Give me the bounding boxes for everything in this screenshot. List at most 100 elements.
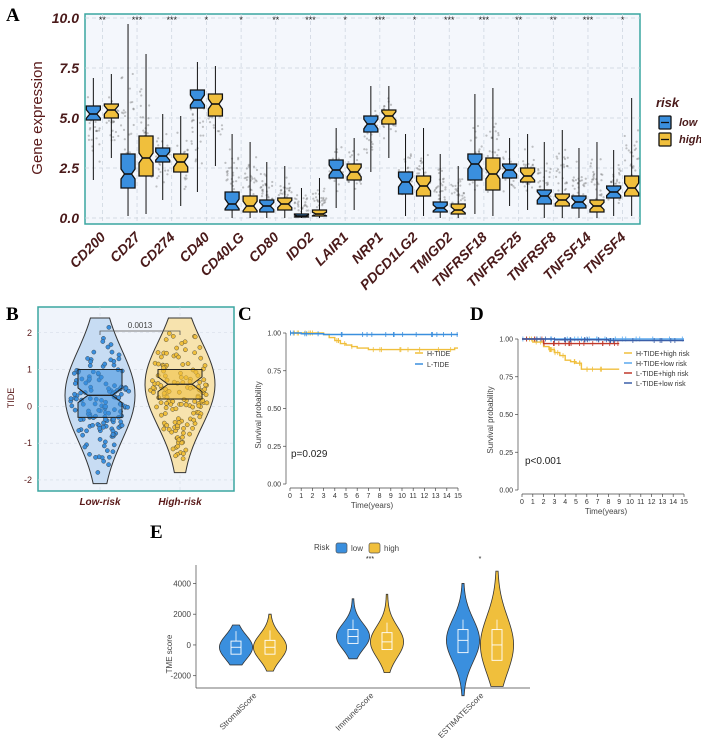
panel-a-point: [441, 184, 444, 187]
panel-a-point: [636, 157, 639, 161]
panel-a-point: [495, 137, 499, 141]
panel-a-point: [564, 182, 567, 185]
panel-a-point: [314, 192, 317, 195]
panel-a-point: [629, 151, 632, 154]
panel-b-point: [95, 470, 101, 475]
panel-a-point: [574, 178, 578, 182]
panel-a-point: [531, 145, 534, 148]
panel-a-box-high-cd40lg: [242, 195, 258, 213]
panel-a-point: [305, 198, 308, 201]
panel-e-legend-swatch-low: [335, 542, 348, 554]
panel-a-point: [322, 198, 325, 201]
panel-b-point: [163, 337, 169, 342]
panel-b-point: [191, 410, 196, 416]
panel-a-point: [124, 111, 127, 114]
panel-b-y-tick: 0: [27, 401, 32, 411]
panel-a-box-low-tnfrsf25: [501, 163, 518, 179]
panel-a-significance-mark: **: [272, 15, 280, 25]
panel-a-point: [182, 151, 185, 154]
panel-a-point: [488, 150, 491, 153]
panel-a-point: [224, 161, 227, 164]
panel-a-point: [537, 169, 540, 172]
panel-a-point: [216, 130, 219, 133]
panel-a-point: [155, 140, 159, 143]
panel-a-point: [183, 187, 186, 191]
panel-a-point: [87, 134, 90, 137]
panel-a-point: [226, 174, 229, 177]
panel-a-box-low-lair1: [328, 159, 344, 179]
panel-a-point: [307, 209, 310, 212]
panel-e-significance-mark: *: [479, 556, 482, 563]
panel-a-point: [537, 181, 540, 184]
panel-a-point: [539, 185, 542, 188]
panel-a-point: [522, 160, 525, 163]
panel-a-point: [246, 176, 249, 179]
panel-a-point: [583, 182, 586, 185]
panel-a-point: [140, 88, 143, 91]
panel-d-legend: H-TIDE+high risk H-TIDE+low risk L-TIDE+…: [624, 351, 690, 388]
panel-b-point: [84, 428, 89, 434]
panel-a-point: [121, 76, 124, 79]
panel-b-marks: [64, 317, 216, 485]
panel-a-point: [111, 121, 114, 124]
panel-a-point: [267, 186, 271, 189]
panel-b-point: [197, 345, 203, 350]
panel-a-point: [571, 178, 574, 182]
panel-a-y-label: Gene expression: [29, 61, 46, 174]
panel-a-significance-mark: ***: [132, 15, 143, 25]
panel-e-x-tick: StromalScore: [218, 691, 259, 732]
panel-a-point: [98, 160, 101, 163]
panel-a-point: [522, 163, 525, 166]
panel-a-point: [131, 100, 134, 104]
panel-a-point: [123, 114, 127, 118]
panel-a-significance-mark: **: [515, 15, 523, 25]
panel-b-point: [163, 411, 168, 416]
panel-a-point: [176, 131, 179, 134]
panel-a-point: [563, 156, 566, 159]
panel-a-point: [296, 202, 299, 205]
panel-e-legend-high: high: [384, 544, 399, 553]
panel-d-x-tick: 2: [542, 499, 546, 506]
panel-a-significance-mark: *: [413, 15, 417, 25]
panel-a-point: [247, 165, 250, 168]
panel-b-point: [101, 458, 106, 464]
panel-a-box-high-cd27: [138, 135, 154, 177]
panel-c-y-tick: 0.50: [267, 406, 281, 413]
panel-a-point: [262, 184, 265, 187]
panel-a-point: [279, 185, 282, 188]
panel-a-point: [433, 190, 436, 193]
panel-a-box-low-cd40: [189, 89, 206, 109]
panel-a-point: [237, 158, 240, 161]
panel-a-point: [322, 190, 325, 193]
panel-a-point: [615, 180, 619, 183]
panel-a-point: [315, 206, 319, 209]
panel-c-x-tick: 4: [333, 493, 337, 500]
panel-a-point: [198, 121, 202, 124]
panel-a-point: [557, 182, 560, 185]
panel-b-point: [100, 339, 106, 344]
panel-a-point: [141, 116, 145, 119]
panel-a-point: [504, 178, 507, 181]
panel-c-x-tick: 12: [421, 493, 429, 500]
panel-b-point: [105, 344, 111, 350]
panel-b-point: [167, 331, 172, 336]
panel-b-point: [151, 390, 156, 395]
panel-a-point: [147, 117, 150, 120]
panel-a-point: [420, 162, 423, 165]
panel-b-point: [69, 403, 75, 409]
panel-b-point: [172, 419, 178, 425]
panel-a-point: [336, 190, 339, 193]
panel-a-point: [546, 183, 549, 186]
panel-letter-c: C: [238, 304, 252, 325]
panel-a-point: [468, 183, 471, 186]
panel-a-point: [437, 168, 440, 171]
panel-b-point: [180, 456, 186, 462]
panel-e-violin-low-estimatescore: [446, 583, 480, 697]
panel-a-point: [572, 180, 575, 183]
panel-a-point: [435, 186, 438, 189]
panel-a-point: [549, 195, 552, 198]
panel-a-point: [633, 148, 636, 152]
panel-a-point: [416, 167, 419, 170]
panel-b-point: [97, 437, 103, 442]
panel-a-point: [451, 184, 454, 188]
